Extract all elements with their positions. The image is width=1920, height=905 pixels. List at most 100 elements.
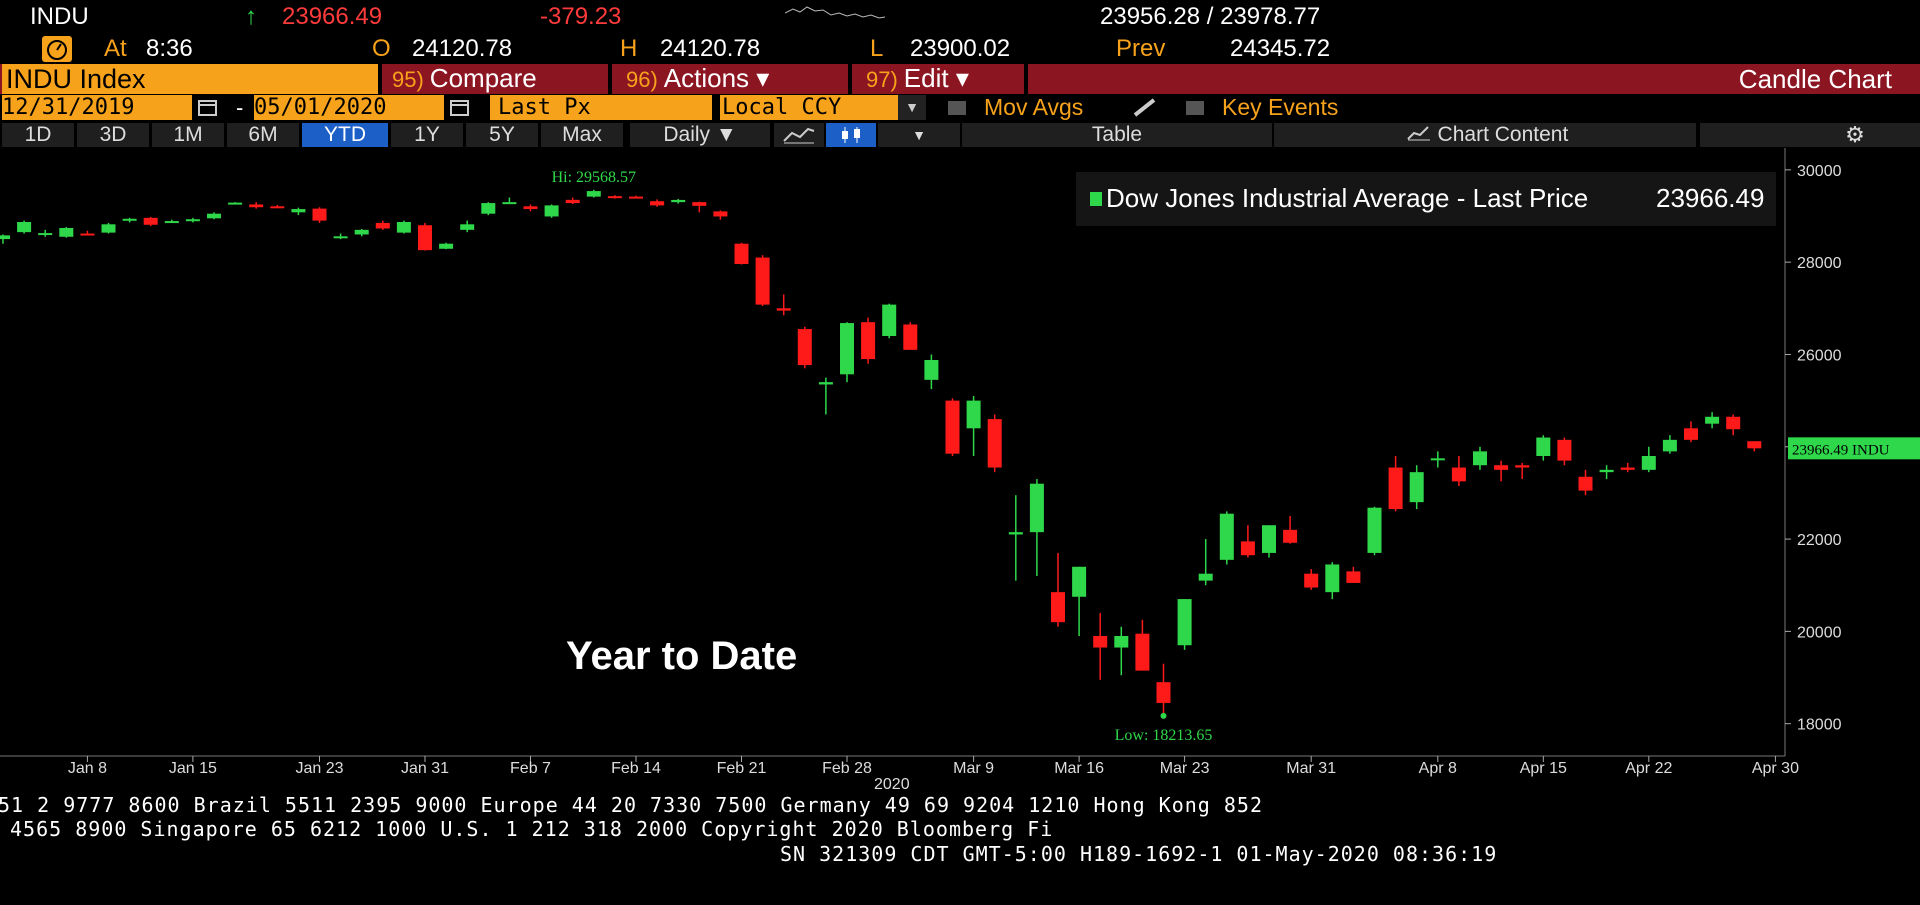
candle[interactable] [565, 197, 580, 204]
candle[interactable] [544, 204, 559, 218]
range-1d-button[interactable]: 1D [2, 123, 74, 147]
candle[interactable] [270, 204, 285, 209]
candle[interactable] [1135, 619, 1150, 671]
candle-chart-icon[interactable] [826, 123, 876, 147]
calendar-icon[interactable] [196, 97, 220, 119]
candle[interactable] [797, 326, 812, 369]
candle[interactable] [207, 212, 221, 220]
line-chart-icon[interactable] [774, 123, 824, 147]
candle[interactable] [1219, 511, 1234, 565]
candle[interactable] [1620, 462, 1635, 473]
candle[interactable] [903, 322, 918, 350]
calendar-icon[interactable] [448, 97, 472, 119]
candle[interactable] [713, 210, 728, 220]
candle[interactable] [1304, 569, 1319, 590]
candle[interactable] [650, 199, 665, 207]
candle[interactable] [439, 242, 454, 250]
candle-chart[interactable]: 18000200002200024000260002800030000Jan 8… [0, 148, 1920, 798]
candle[interactable] [1240, 525, 1255, 558]
candle[interactable] [1156, 663, 1171, 714]
candle[interactable] [1346, 566, 1361, 583]
candle[interactable] [101, 222, 116, 234]
candle[interactable] [1641, 446, 1656, 473]
candle[interactable] [460, 220, 475, 233]
candle[interactable] [1051, 552, 1065, 627]
candle[interactable] [354, 228, 369, 237]
candle[interactable] [818, 377, 833, 415]
candle[interactable] [1662, 435, 1677, 454]
candle[interactable] [1262, 525, 1276, 558]
candle[interactable] [164, 219, 179, 224]
gear-button[interactable]: ⚙ [1700, 123, 1920, 147]
range-3d-button[interactable]: 3D [77, 123, 149, 147]
candle[interactable] [776, 294, 791, 316]
range-1m-button[interactable]: 1M [152, 123, 224, 147]
range-5y-button[interactable]: 5Y [466, 123, 538, 147]
candle[interactable] [312, 207, 327, 223]
candle[interactable] [629, 195, 643, 199]
candle[interactable] [1747, 441, 1762, 452]
candle[interactable] [481, 202, 496, 216]
candle[interactable] [1451, 456, 1466, 486]
candle[interactable] [396, 220, 411, 234]
candle[interactable] [1008, 495, 1023, 581]
pencil-icon[interactable] [1132, 96, 1158, 123]
candle[interactable] [734, 242, 749, 265]
candle[interactable] [1578, 469, 1593, 496]
actions-button[interactable]: 96) Actions ▾ [626, 64, 769, 92]
candle[interactable] [1473, 446, 1487, 470]
candle[interactable] [228, 202, 243, 205]
mov-avgs-label[interactable]: Mov Avgs [984, 94, 1084, 120]
candle[interactable] [333, 233, 348, 240]
candle[interactable] [249, 202, 264, 209]
candle[interactable] [966, 396, 981, 456]
candle[interactable] [1430, 451, 1445, 468]
start-date-field[interactable]: 12/31/2019 [2, 95, 192, 120]
candle[interactable] [607, 195, 622, 199]
candle[interactable] [840, 322, 854, 383]
candle[interactable] [38, 229, 53, 237]
candle[interactable] [1536, 435, 1551, 461]
candle[interactable] [502, 197, 517, 205]
candle[interactable] [185, 217, 200, 223]
candle[interactable] [1515, 462, 1530, 480]
period-select[interactable]: Daily ▼ [630, 123, 770, 147]
range-ytd-button[interactable]: YTD [302, 123, 388, 147]
candle[interactable] [1325, 562, 1340, 600]
candle[interactable] [1409, 465, 1424, 510]
candle[interactable] [1114, 626, 1129, 676]
candle[interactable] [1198, 539, 1213, 586]
candle[interactable] [291, 207, 306, 216]
candle[interactable] [924, 354, 939, 390]
chart-content-button[interactable]: Chart Content [1278, 123, 1696, 147]
candle[interactable] [0, 234, 10, 244]
currency-select[interactable]: Local CCY [720, 95, 900, 120]
chevron-down-icon[interactable]: ▼ [898, 95, 926, 120]
candle[interactable] [59, 227, 74, 238]
candle[interactable] [80, 230, 95, 236]
candle[interactable] [375, 220, 390, 230]
key-events-checkbox[interactable] [1186, 101, 1204, 115]
candle[interactable] [882, 303, 897, 339]
candle[interactable] [122, 217, 137, 223]
edit-button[interactable]: 97) Edit ▾ [866, 64, 969, 92]
key-events-label[interactable]: Key Events [1222, 94, 1339, 120]
candle[interactable] [1557, 437, 1572, 466]
candle[interactable] [692, 201, 707, 213]
chart-type-label[interactable]: Candle Chart [1738, 64, 1892, 94]
compare-button[interactable]: 95) Compare [392, 64, 537, 92]
candle[interactable] [1684, 421, 1698, 443]
candle[interactable] [1093, 612, 1108, 680]
candle[interactable] [1705, 412, 1720, 429]
candle[interactable] [1029, 479, 1044, 576]
chevron-down-icon[interactable]: ▼ [878, 123, 960, 147]
candle[interactable] [17, 220, 32, 234]
candle[interactable] [1388, 456, 1403, 512]
candle[interactable] [418, 222, 432, 251]
candle[interactable] [1494, 460, 1509, 482]
candle[interactable] [1283, 516, 1298, 544]
candle[interactable] [671, 198, 686, 204]
candle[interactable] [1177, 599, 1192, 650]
candle[interactable] [755, 255, 770, 306]
candle[interactable] [987, 414, 1002, 473]
